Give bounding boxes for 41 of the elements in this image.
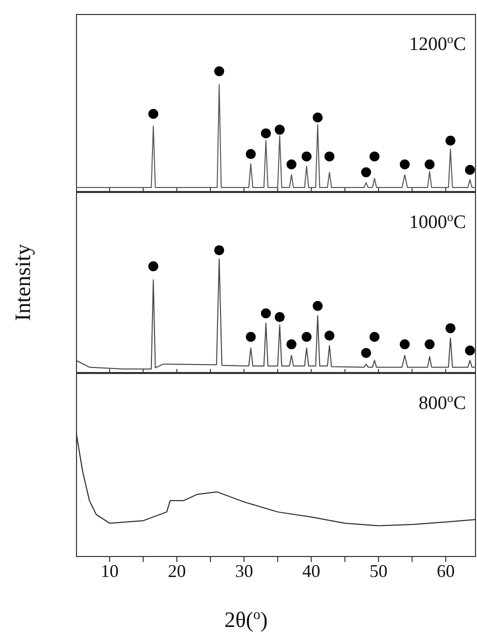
point: [424, 339, 435, 350]
point: [302, 332, 312, 342]
point: [302, 151, 312, 162]
point: [464, 164, 475, 175]
x-tick-label: 60: [436, 560, 455, 581]
x-tick-label: 20: [168, 560, 186, 581]
point: [148, 108, 158, 119]
point: [312, 112, 323, 123]
x-tick-label: 40: [302, 560, 320, 581]
point: [369, 151, 380, 162]
point: [424, 159, 435, 170]
y-axis-title: Intensity: [10, 244, 35, 321]
point: [324, 151, 334, 162]
point: [214, 245, 224, 256]
text: 800$^{o}$C: [418, 391, 466, 414]
point: [464, 345, 475, 356]
text: 1000$^{o}$C: [409, 210, 466, 233]
point: [400, 339, 410, 350]
point: [324, 330, 334, 341]
point: [445, 323, 456, 334]
point: [286, 339, 296, 350]
x-axis-title: 2θ($^{o}$): [224, 607, 268, 632]
text: 1200$^{o}$C: [409, 32, 466, 55]
point: [274, 124, 285, 135]
x-tick-label: 10: [100, 560, 119, 581]
x-tick-label: 30: [235, 560, 254, 581]
point: [312, 300, 323, 311]
point: [214, 66, 224, 76]
point: [246, 149, 256, 160]
point: [274, 312, 285, 322]
point: [148, 261, 158, 272]
point: [369, 332, 380, 342]
point: [400, 159, 410, 170]
x-tick-label: 50: [370, 560, 388, 581]
point: [260, 128, 271, 138]
point: [246, 332, 256, 342]
point: [361, 348, 372, 358]
point: [260, 308, 271, 318]
point: [445, 136, 456, 146]
point: [361, 167, 372, 178]
point: [286, 159, 296, 170]
